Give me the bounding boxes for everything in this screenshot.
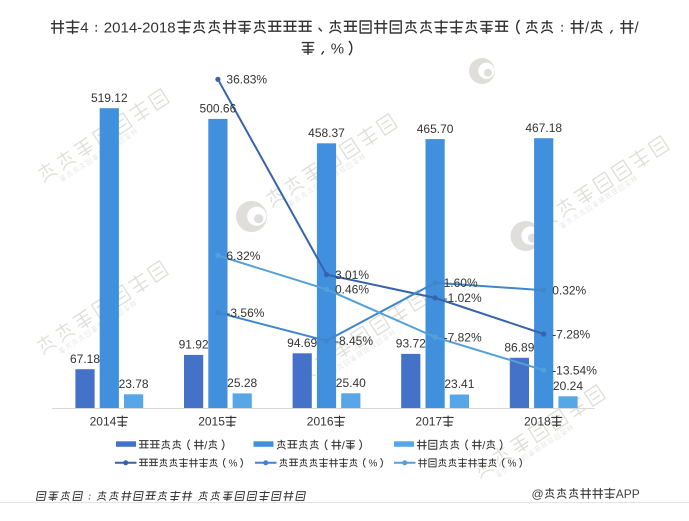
svg-text:20.24: 20.24 xyxy=(553,379,583,393)
svg-text:465.70: 465.70 xyxy=(417,122,454,136)
svg-text:23.78: 23.78 xyxy=(119,377,149,391)
svg-text:6.32%: 6.32% xyxy=(226,249,260,263)
svg-text:4: 4 xyxy=(80,19,88,36)
svg-text:25.28: 25.28 xyxy=(227,376,257,390)
svg-text:/: / xyxy=(204,440,208,452)
svg-text:/: / xyxy=(585,19,590,36)
svg-text:%: % xyxy=(229,459,238,470)
svg-text:0.46%: 0.46% xyxy=(335,283,369,297)
svg-text:/: / xyxy=(635,19,640,36)
svg-text:67.18: 67.18 xyxy=(70,352,100,366)
svg-text:-1.02%: -1.02% xyxy=(444,291,482,305)
svg-text:/: / xyxy=(482,440,486,452)
svg-text:-7.82%: -7.82% xyxy=(444,331,482,345)
svg-text:%: % xyxy=(369,459,378,470)
svg-text:@: @ xyxy=(532,487,544,501)
svg-text:2016: 2016 xyxy=(307,415,334,429)
svg-text:-13.54%: -13.54% xyxy=(552,364,597,378)
svg-text:1.60%: 1.60% xyxy=(444,276,478,290)
svg-text:/: / xyxy=(342,440,346,452)
svg-text:500.66: 500.66 xyxy=(200,102,237,116)
svg-text:APP: APP xyxy=(616,487,640,501)
svg-text:86.89: 86.89 xyxy=(504,341,534,355)
svg-text:91.92: 91.92 xyxy=(179,338,209,352)
svg-text:%: % xyxy=(508,459,517,470)
svg-text:93.72: 93.72 xyxy=(396,337,426,351)
svg-text:2014: 2014 xyxy=(90,415,117,429)
svg-text:2014-2018: 2014-2018 xyxy=(104,19,176,36)
svg-text:%: % xyxy=(331,40,344,57)
svg-text:23.41: 23.41 xyxy=(444,377,474,391)
svg-text:3.01%: 3.01% xyxy=(335,268,369,282)
svg-text:94.69: 94.69 xyxy=(287,336,317,350)
svg-text:0.32%: 0.32% xyxy=(552,284,586,298)
svg-text:25.40: 25.40 xyxy=(336,376,366,390)
svg-text:-7.28%: -7.28% xyxy=(552,327,590,341)
svg-text:2015: 2015 xyxy=(198,415,225,429)
svg-text:458.37: 458.37 xyxy=(308,126,345,140)
svg-text:2018: 2018 xyxy=(524,415,551,429)
svg-text:36.83%: 36.83% xyxy=(226,73,267,87)
svg-text:-8.45%: -8.45% xyxy=(335,334,373,348)
svg-text:-3.56%: -3.56% xyxy=(226,306,264,320)
svg-text:2017: 2017 xyxy=(415,415,442,429)
svg-text:467.18: 467.18 xyxy=(525,121,562,135)
svg-text:519.12: 519.12 xyxy=(91,91,128,105)
